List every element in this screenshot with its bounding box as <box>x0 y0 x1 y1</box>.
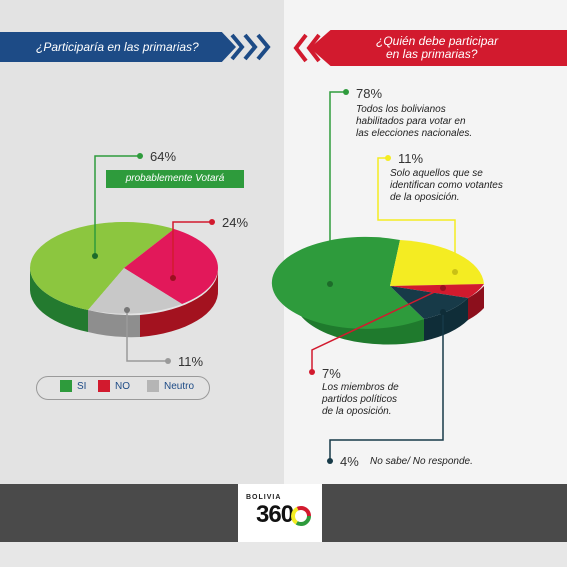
right-leader-lines <box>309 89 458 464</box>
right-label-party-members-line2: partidos políticos <box>322 394 398 405</box>
badge-probablemente-votara: probablemente Votará <box>106 170 244 188</box>
left-pie-side-red <box>140 268 219 337</box>
left-pie-chart <box>30 221 219 338</box>
chevrons-right-icon <box>230 33 271 61</box>
legend-item-no: NO <box>98 380 130 392</box>
left-legend <box>36 376 210 400</box>
right-label-opposition-voters-line1: Solo aquellos que se <box>390 168 483 179</box>
right-pie-side-dark <box>424 298 468 341</box>
logo-brand-text: BOLIVIA <box>246 494 282 501</box>
right-question-banner <box>310 30 567 66</box>
legend-item-si: SI <box>60 380 86 392</box>
right-pie-chart <box>271 236 484 345</box>
right-label-opposition-voters-pct: 11% <box>398 151 424 166</box>
right-pie-slice-all <box>271 236 424 329</box>
right-label-party-members-line3: de la oposición. <box>322 406 392 417</box>
legend-label-neutro: Neutro <box>164 380 195 392</box>
right-label-party-members-text: Los miembros de partidos políticos de la… <box>322 382 399 418</box>
left-label-si-pct: 64% <box>150 149 177 164</box>
right-pie-side-red <box>468 286 484 320</box>
right-label-opposition-voters-line3: de la oposición. <box>390 192 460 203</box>
right-label-no-answer-text: No sabe/ No responde. <box>370 456 473 467</box>
right-label-opposition-voters-line2: identifican como votantes <box>390 180 503 191</box>
left-pie-slice-si-b <box>30 222 124 310</box>
right-question-title: ¿Quién debe participar en las primarias? <box>376 35 498 61</box>
logo-number: 360 <box>256 501 294 529</box>
left-leader-lines <box>92 153 215 364</box>
right-label-party-members-line1: Los miembros de <box>322 382 399 393</box>
right-label-all-line1: Todos los bolivianos <box>356 104 446 115</box>
legend-swatch-si <box>60 380 72 392</box>
right-question-line1: ¿Quién debe participar <box>376 34 499 48</box>
left-pie-slice-no <box>124 229 219 304</box>
legend-item-neutro: Neutro <box>147 380 194 392</box>
right-label-opposition-voters-text: Solo aquellos que se identifican como vo… <box>390 168 503 204</box>
right-pie-side-green <box>296 286 424 345</box>
logo-ring-icon <box>291 506 311 526</box>
legend-swatch-neutro <box>147 380 159 392</box>
left-pie-slice-neutro <box>88 268 182 314</box>
left-pie-side-green <box>30 268 88 332</box>
right-label-all-text: Todos los bolivianos habilitados para vo… <box>356 104 472 140</box>
right-pie-slice-no-answer <box>390 286 468 319</box>
legend-label-no: NO <box>115 380 130 392</box>
right-question-line2: en las primarias? <box>386 47 478 61</box>
right-label-party-members-pct: 7% <box>322 366 341 381</box>
legend-label-si: SI <box>77 380 87 392</box>
right-label-all-pct: 78% <box>356 86 383 101</box>
legend-swatch-no <box>98 380 110 392</box>
right-pie-slice-opposition-voters <box>390 240 484 286</box>
logo-number-text: 360 <box>256 501 294 528</box>
bottom-band <box>0 542 567 567</box>
left-label-neutro-pct: 11% <box>178 354 204 369</box>
chevrons-left-icon <box>293 33 334 63</box>
right-label-all-line3: las elecciones nacionales. <box>356 128 473 139</box>
left-label-no-pct: 24% <box>222 215 249 230</box>
right-label-no-answer-pct: 4% <box>340 454 359 469</box>
left-question-title: ¿Participaría en las primarias? <box>36 40 199 54</box>
left-question-banner <box>0 32 236 62</box>
right-label-all-line2: habilitados para votar en <box>356 116 466 127</box>
left-pie-slice-si-main <box>124 221 174 268</box>
